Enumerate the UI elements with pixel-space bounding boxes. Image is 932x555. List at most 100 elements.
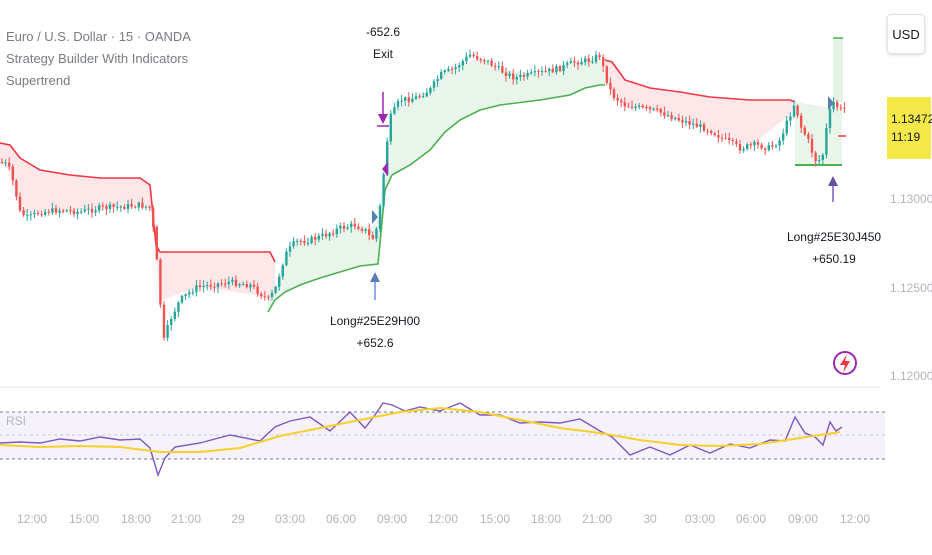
candle bbox=[400, 95, 403, 107]
rsi-ma-line bbox=[0, 406, 841, 453]
current-price-label: 1.13472 11:19 bbox=[887, 97, 932, 159]
candle bbox=[141, 197, 144, 210]
candle bbox=[26, 209, 29, 221]
candle bbox=[814, 151, 817, 167]
candle bbox=[818, 155, 821, 165]
candle bbox=[22, 207, 25, 217]
candle bbox=[227, 276, 230, 289]
candle bbox=[123, 204, 126, 211]
entry2-arrow bbox=[828, 176, 838, 202]
candle bbox=[580, 57, 583, 66]
candle bbox=[202, 280, 205, 293]
entry1-arrow bbox=[370, 272, 380, 300]
time-tick: 18:00 bbox=[120, 512, 152, 526]
candle bbox=[44, 209, 47, 217]
indicator-title[interactable]: Supertrend bbox=[6, 73, 71, 88]
candle bbox=[317, 233, 320, 243]
candle bbox=[738, 140, 742, 154]
candle bbox=[220, 279, 223, 287]
entry1-label: Long#25E29H00 bbox=[329, 314, 421, 328]
candle bbox=[51, 202, 54, 215]
candle bbox=[515, 74, 518, 85]
candle bbox=[634, 103, 637, 111]
time-tick: 30 bbox=[643, 512, 657, 526]
time-tick: 12:00 bbox=[16, 512, 48, 526]
candle bbox=[789, 112, 792, 127]
trade-profit-zone bbox=[833, 38, 843, 102]
candle bbox=[350, 220, 353, 233]
symbol-title[interactable]: Euro / U.S. Dollar · 15 · OANDA bbox=[6, 29, 191, 44]
candle bbox=[112, 203, 115, 213]
candle bbox=[591, 56, 594, 64]
candle bbox=[562, 61, 565, 75]
candle bbox=[612, 87, 616, 101]
time-tick: 12:00 bbox=[839, 512, 871, 526]
candle bbox=[832, 97, 835, 113]
candle bbox=[306, 237, 310, 247]
candle bbox=[742, 146, 745, 153]
rsi-pane-label: RSI bbox=[6, 414, 27, 428]
candle bbox=[162, 301, 166, 341]
candle bbox=[177, 301, 180, 318]
candle bbox=[116, 201, 119, 211]
candle bbox=[792, 100, 796, 119]
candle bbox=[602, 54, 605, 72]
exit1-label: Exit bbox=[372, 47, 393, 61]
time-tick: 21:00 bbox=[170, 512, 202, 526]
candle bbox=[260, 291, 263, 299]
exit1-annotation: -652.6 Exit bbox=[366, 21, 400, 65]
candle bbox=[573, 56, 576, 68]
time-tick: 03:00 bbox=[274, 512, 306, 526]
candle bbox=[314, 233, 317, 246]
candle bbox=[407, 92, 410, 107]
candle bbox=[144, 205, 148, 211]
candle bbox=[504, 67, 508, 82]
candle bbox=[713, 131, 716, 137]
candle bbox=[530, 68, 533, 76]
candle bbox=[324, 229, 328, 239]
candle bbox=[368, 223, 371, 241]
candle bbox=[782, 128, 785, 145]
candle bbox=[825, 123, 828, 159]
currency-button[interactable]: USD bbox=[887, 14, 925, 54]
candle bbox=[836, 99, 839, 111]
candle bbox=[270, 289, 274, 301]
candle bbox=[533, 65, 536, 77]
candle bbox=[321, 228, 324, 240]
candle bbox=[778, 137, 781, 151]
candle bbox=[630, 100, 634, 110]
candle bbox=[267, 295, 270, 301]
supertrend-down-fill bbox=[605, 60, 795, 146]
candle bbox=[206, 281, 209, 291]
candle bbox=[526, 69, 529, 80]
candle bbox=[501, 61, 504, 74]
candle bbox=[76, 208, 79, 220]
time-tick: 29 bbox=[231, 512, 245, 526]
candle bbox=[184, 293, 187, 300]
candle bbox=[483, 58, 486, 65]
candle bbox=[558, 65, 562, 73]
candle bbox=[396, 98, 400, 111]
candle bbox=[429, 86, 432, 96]
candle bbox=[393, 103, 396, 116]
candle bbox=[746, 142, 749, 151]
candle bbox=[774, 143, 778, 149]
candle bbox=[180, 294, 184, 305]
candle bbox=[663, 106, 666, 119]
candle bbox=[411, 93, 414, 103]
flash-icon[interactable] bbox=[833, 351, 857, 375]
candle bbox=[346, 224, 349, 231]
candle bbox=[706, 128, 709, 136]
candle bbox=[101, 202, 104, 211]
strategy-title[interactable]: Strategy Builder With Indicators bbox=[6, 51, 189, 66]
candle bbox=[828, 104, 832, 134]
candle bbox=[486, 59, 490, 65]
candle bbox=[605, 65, 608, 86]
time-tick: 06:00 bbox=[735, 512, 767, 526]
candle bbox=[519, 70, 522, 81]
candle bbox=[659, 107, 662, 117]
candle bbox=[717, 130, 720, 143]
candle bbox=[54, 204, 58, 215]
